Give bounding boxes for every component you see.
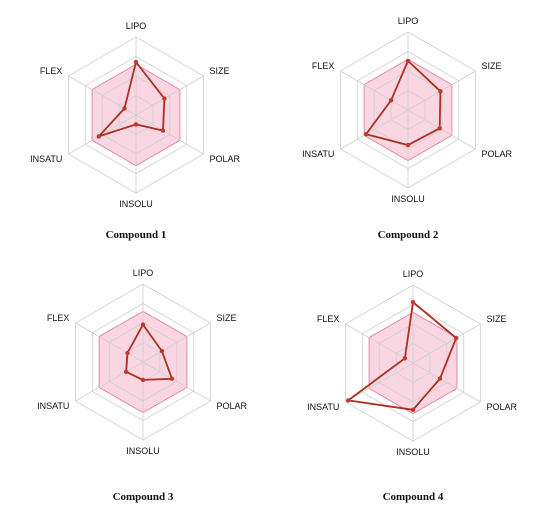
data-point-size [438,89,443,94]
data-point-insolu [133,122,139,127]
axis-label-flex: FLEX [47,313,70,323]
axis-spoke-polar [142,361,211,402]
axis-spoke-polar [407,109,476,150]
axis-label-insatu: INSATU [30,154,62,164]
data-point-insatu [96,134,102,139]
axis-label-polar: POLAR [217,401,248,411]
axis-label-insatu: INSATU [37,401,69,411]
axis-spoke-size [135,75,204,116]
axis-label-polar: POLAR [482,149,513,159]
axis-label-insatu: INSATU [307,402,339,412]
radar-chart-2: LIPO SIZE POLAR INSOLU INSATU FLEX Compound 2 [302,16,512,241]
axis-spoke-size [142,322,211,363]
axis-label-size: SIZE [217,313,237,323]
axis-label-flex: FLEX [312,61,335,71]
axis-spoke-polar [412,362,481,403]
chart-caption: Compound 2 [378,229,439,241]
axis-label-lipo: LIPO [403,269,424,279]
data-point-size [159,348,165,354]
axis-spoke-flex [345,323,414,364]
data-point-size [454,335,459,341]
axis-label-insolu: INSOLU [396,447,430,457]
chart-caption: Compound 1 [106,229,167,241]
chart-caption: Compound 4 [383,491,444,503]
radar-chart-1: LIPO SIZE POLAR INSOLU INSATU FLEX Compound 1 [30,21,240,241]
axis-spoke-insatu [75,361,144,402]
data-point-insatu [346,398,351,403]
data-point-lipo [133,59,139,65]
axis-label-lipo: LIPO [133,268,154,278]
axis-spoke-flex [75,322,144,363]
data-point-flex [402,356,408,361]
axis-spoke-size [412,323,481,364]
data-point-polar [437,126,442,131]
data-point-polar [160,128,166,133]
axis-label-flex: FLEX [40,66,63,76]
axis-label-insolu: INSOLU [119,199,153,209]
data-point-flex [122,106,127,111]
data-point-lipo [140,322,146,327]
axis-label-lipo: LIPO [126,21,147,31]
axis-label-insolu: INSOLU [126,446,160,456]
axis-label-polar: POLAR [210,154,241,164]
axis-label-insolu: INSOLU [391,194,425,204]
data-point-lipo [410,300,416,305]
axis-label-size: SIZE [210,66,230,76]
radar-chart-3: LIPO SIZE POLAR INSOLU INSATU FLEX Compound 3 [37,268,247,503]
data-point-polar [169,376,175,381]
chart-caption: Compound 3 [113,491,174,503]
axis-label-lipo: LIPO [398,16,419,26]
data-point-insatu [363,132,369,137]
axis-spoke-insatu [340,109,409,150]
axis-label-size: SIZE [482,61,502,71]
data-point-flex [388,98,394,103]
data-point-flex [125,350,130,356]
axis-spoke-polar [135,114,204,155]
data-point-lipo [405,58,411,64]
radar-chart-4: LIPO SIZE POLAR INSOLU INSATU FLEX Compound 4 [307,269,517,503]
data-point-polar [437,376,443,381]
axis-label-size: SIZE [487,314,507,324]
axis-label-insatu: INSATU [302,149,334,159]
axis-spoke-flex [340,70,409,111]
axis-label-flex: FLEX [317,314,340,324]
data-point-insolu [405,142,411,148]
axis-label-polar: POLAR [487,402,518,412]
axis-spoke-insatu [345,362,414,403]
data-point-insatu [123,369,129,374]
data-point-size [162,96,167,101]
data-point-insolu [410,407,416,412]
data-point-insolu [140,377,146,383]
